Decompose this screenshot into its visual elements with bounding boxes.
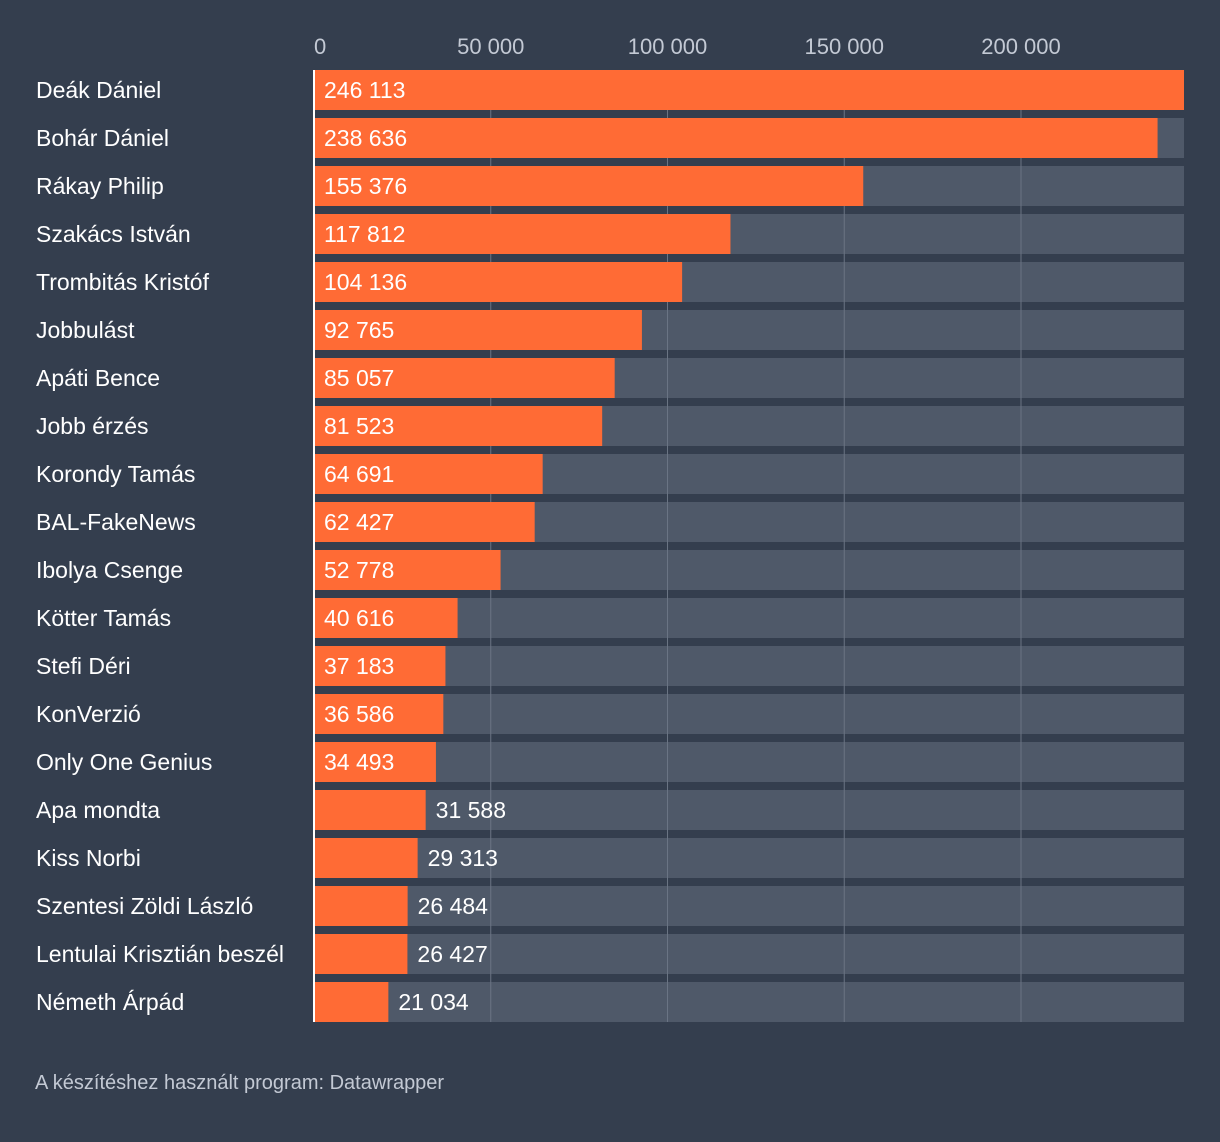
- category-label: Deák Dániel: [36, 77, 161, 103]
- bar-track: [314, 790, 1184, 830]
- value-label: 40 616: [324, 605, 394, 631]
- value-label: 26 484: [418, 893, 489, 919]
- bar-track: [314, 598, 1184, 638]
- value-label: 81 523: [324, 413, 394, 439]
- value-label: 52 778: [324, 557, 394, 583]
- x-tick-label: 100 000: [628, 34, 708, 59]
- bar: [314, 262, 683, 302]
- bar-track: [314, 982, 1184, 1022]
- value-label: 26 427: [417, 941, 487, 967]
- category-label: Szakács István: [36, 221, 191, 247]
- bar: [314, 310, 642, 350]
- category-label: Rákay Philip: [36, 173, 164, 199]
- bar: [314, 838, 418, 878]
- x-tick-label: 50 000: [457, 34, 524, 59]
- bar: [314, 454, 543, 494]
- bar-track: [314, 838, 1184, 878]
- x-tick-label: 0: [314, 34, 326, 59]
- gridlines: [490, 70, 1022, 1022]
- value-label: 64 691: [324, 461, 394, 487]
- chart-rows: Deák Dániel 246 113 Bohár Dániel 238 636 Rák…: [36, 70, 1184, 1022]
- category-label: Jobb érzés: [36, 413, 149, 439]
- bar: [314, 886, 408, 926]
- bar: [314, 214, 731, 254]
- category-label: Szentesi Zöldi László: [36, 893, 253, 919]
- value-label: 37 183: [324, 653, 394, 679]
- value-label: 21 034: [398, 989, 469, 1015]
- bar: [314, 646, 446, 686]
- bar: [314, 694, 444, 734]
- x-tick-label: 200 000: [981, 34, 1061, 59]
- bar-track: [314, 742, 1184, 782]
- category-label: Korondy Tamás: [36, 461, 195, 487]
- category-label: Németh Árpád: [36, 989, 184, 1015]
- category-label: Apáti Bence: [36, 365, 160, 391]
- value-label: 117 812: [324, 221, 405, 247]
- category-label: Bohár Dániel: [36, 125, 169, 151]
- footer-credit: A készítéshez használt program: Datawrap…: [35, 1072, 445, 1094]
- bar: [314, 742, 436, 782]
- bar: [314, 502, 535, 542]
- bar: [314, 934, 408, 974]
- value-label: 238 636: [324, 125, 407, 151]
- value-label: 62 427: [324, 509, 394, 535]
- value-label: 31 588: [436, 797, 506, 823]
- category-label: Stefi Déri: [36, 653, 131, 679]
- x-tick-label: 150 000: [804, 34, 884, 59]
- bar: [314, 70, 1184, 110]
- category-label: Only One Genius: [36, 749, 212, 775]
- category-label: BAL-FakeNews: [36, 509, 196, 535]
- value-label: 155 376: [324, 173, 407, 199]
- category-label: KonVerzió: [36, 701, 141, 727]
- bar-tracks: [314, 70, 1184, 1022]
- bar: [314, 790, 426, 830]
- bar-track: [314, 934, 1184, 974]
- bar-track: [314, 886, 1184, 926]
- value-label: 246 113: [324, 77, 405, 103]
- x-axis-ticks: 0 50 000 100 000 150 000 200 000: [314, 34, 1061, 59]
- bar: [314, 358, 615, 398]
- value-label: 104 136: [324, 269, 407, 295]
- value-label: 36 586: [324, 701, 394, 727]
- bar: [314, 982, 389, 1022]
- category-label: Trombitás Kristóf: [36, 269, 210, 295]
- category-label: Ibolya Csenge: [36, 557, 183, 583]
- category-label: Lentulai Krisztián beszél: [36, 941, 284, 967]
- category-label: Kötter Tamás: [36, 605, 171, 631]
- value-label: 92 765: [324, 317, 394, 343]
- bar: [314, 406, 603, 446]
- bar: [314, 598, 458, 638]
- category-label: Kiss Norbi: [36, 845, 141, 871]
- value-label: 29 313: [428, 845, 498, 871]
- bar: [314, 118, 1158, 158]
- bar: [314, 550, 501, 590]
- category-label: Jobbulást: [36, 317, 135, 343]
- value-label: 34 493: [324, 749, 394, 775]
- bar: [314, 166, 864, 206]
- category-label: Apa mondta: [36, 797, 160, 823]
- bar-track: [314, 646, 1184, 686]
- bar-track: [314, 694, 1184, 734]
- value-label: 85 057: [324, 365, 394, 391]
